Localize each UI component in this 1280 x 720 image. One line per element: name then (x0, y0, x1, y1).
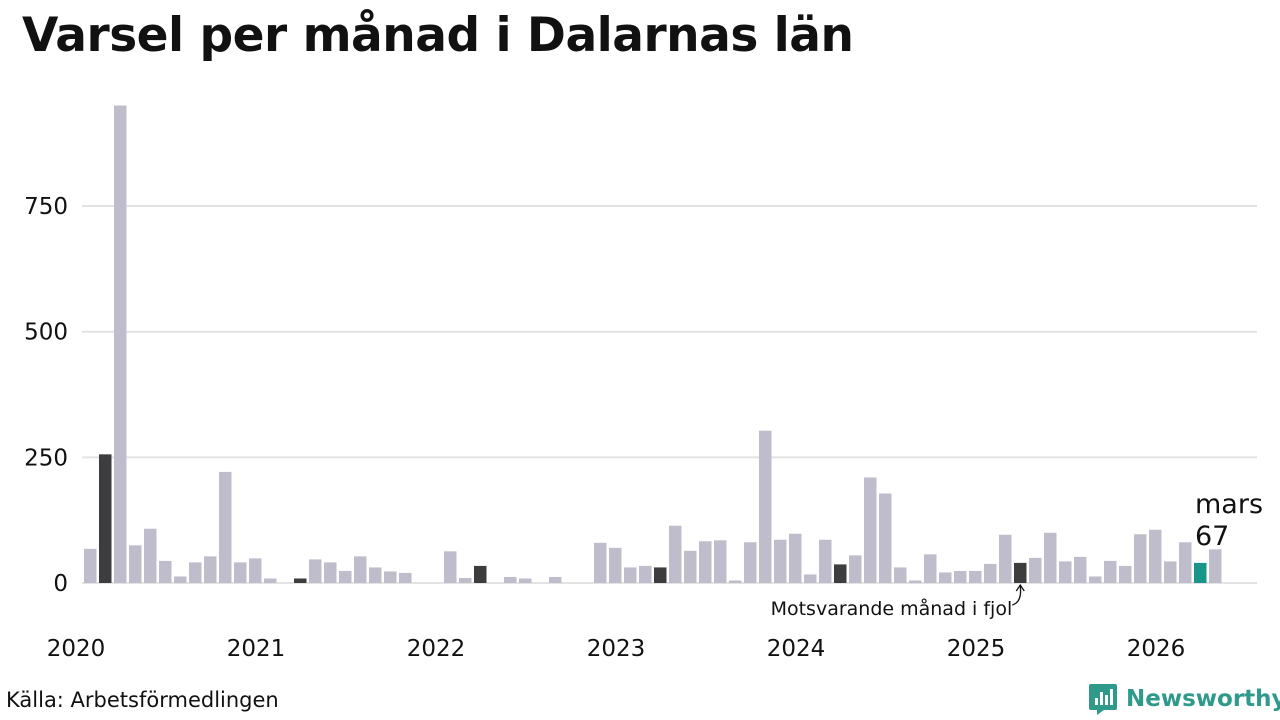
bar (624, 567, 637, 583)
x-tick-label: 2021 (227, 636, 286, 662)
bar (174, 576, 187, 583)
bar-prior-year-month (474, 565, 487, 583)
annotation-arrow (1012, 585, 1022, 606)
bar-current-month (1194, 562, 1207, 583)
bar (309, 559, 322, 583)
x-tick-label: 2025 (947, 636, 1006, 662)
bar-prior-year-month (1014, 562, 1027, 583)
bar (219, 471, 232, 583)
current-month-label: mars (1195, 489, 1263, 520)
brand-logo: Newsworthy (1088, 682, 1280, 716)
bar (159, 560, 172, 583)
bar (819, 539, 832, 583)
bar (639, 565, 652, 583)
bar (1104, 560, 1117, 583)
current-value-label: 67 (1195, 521, 1229, 552)
bar (669, 525, 682, 583)
bar (384, 571, 397, 583)
y-tick-label: 500 (24, 320, 68, 346)
chart-title: Varsel per månad i Dalarnas län (22, 8, 854, 63)
bar (714, 540, 727, 583)
bar (909, 580, 922, 583)
bar (114, 105, 127, 583)
bar (204, 556, 217, 583)
bar (729, 580, 742, 583)
bar (744, 542, 757, 583)
bar (324, 562, 337, 583)
bar (129, 545, 142, 583)
bar (924, 554, 937, 583)
bar (969, 570, 982, 583)
annotation-arrowhead (1015, 583, 1025, 592)
bar (1089, 576, 1102, 583)
bar (1044, 532, 1057, 583)
bar (879, 493, 892, 583)
bar (954, 570, 967, 583)
bar (144, 528, 157, 583)
bar (804, 574, 817, 583)
bar (774, 539, 787, 583)
bar (354, 556, 367, 583)
y-tick-label: 250 (24, 445, 68, 471)
bar (1074, 556, 1087, 583)
bar (234, 562, 247, 583)
bar (459, 577, 472, 583)
bar-prior-year-month (294, 578, 307, 583)
bar (849, 555, 862, 583)
y-tick-label: 750 (24, 194, 68, 220)
bar (1209, 549, 1222, 583)
x-tick-label: 2020 (47, 636, 106, 662)
bar (444, 551, 457, 583)
bar (249, 558, 262, 583)
bar (594, 542, 607, 583)
bar (609, 547, 622, 583)
bar (984, 563, 997, 583)
bar (339, 570, 352, 583)
bar (894, 567, 907, 583)
bar (759, 430, 772, 583)
y-axis-ticks: 0 250 500 750 (24, 194, 68, 597)
bar (699, 541, 712, 583)
bar (504, 576, 517, 583)
bar (264, 578, 277, 583)
bar (999, 534, 1012, 583)
bar (369, 567, 382, 583)
bar (684, 550, 697, 583)
bar (1059, 561, 1072, 583)
bar-prior-year-month (654, 567, 667, 583)
bar (1029, 557, 1042, 583)
bar (939, 572, 952, 583)
bars (84, 105, 1222, 583)
bar (789, 533, 802, 583)
source-credit: Källa: Arbetsförmedlingen (6, 688, 279, 712)
bar (519, 578, 532, 583)
x-tick-label: 2024 (767, 636, 826, 662)
bar (1134, 534, 1147, 583)
bar-prior-year-month (834, 564, 847, 583)
bar (1119, 565, 1132, 583)
y-tick-label: 0 (53, 571, 68, 597)
brand-name: Newsworthy (1126, 686, 1280, 712)
newsworthy-logo-icon (1089, 684, 1117, 715)
bar (189, 562, 202, 583)
prior-month-annotation: Motsvarande månad i fjol (771, 597, 1013, 620)
bar (549, 576, 562, 583)
bar (1179, 542, 1192, 583)
bar (864, 477, 877, 583)
bar (399, 572, 412, 583)
bar (1164, 561, 1177, 583)
bar (84, 548, 97, 583)
bar-prior-year-month (99, 454, 112, 583)
x-tick-label: 2026 (1127, 636, 1186, 662)
x-axis-ticks: 2020 2021 2022 2023 2024 2025 2026 (47, 636, 1186, 662)
x-tick-label: 2023 (587, 636, 646, 662)
x-tick-label: 2022 (407, 636, 466, 662)
bar (1149, 529, 1162, 583)
